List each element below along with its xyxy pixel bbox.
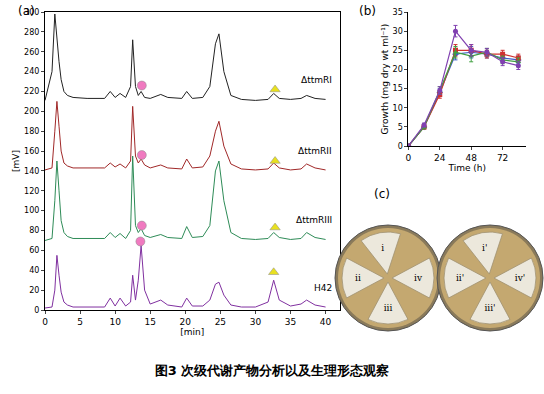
svg-text:iv': iv' (515, 273, 525, 283)
svg-text:80: 80 (29, 226, 39, 235)
svg-text:140: 140 (24, 167, 39, 176)
svg-text:0: 0 (405, 153, 411, 163)
svg-text:10: 10 (109, 317, 121, 327)
svg-text:280: 280 (24, 28, 39, 37)
svg-text:40: 40 (320, 317, 332, 327)
svg-text:120: 120 (24, 187, 39, 196)
svg-text:25: 25 (215, 317, 226, 327)
svg-text:(a): (a) (18, 4, 35, 18)
svg-text:(c): (c) (374, 187, 390, 201)
svg-text:iii': iii' (484, 303, 495, 313)
svg-text:260: 260 (24, 48, 39, 57)
svg-text:(b): (b) (359, 4, 376, 18)
svg-text:72: 72 (497, 153, 508, 163)
svg-text:iii: iii (384, 303, 393, 313)
svg-text:25: 25 (393, 46, 403, 55)
svg-text:10: 10 (393, 104, 403, 113)
svg-text:H42: H42 (314, 283, 332, 293)
svg-text:Time (h): Time (h) (447, 163, 486, 173)
svg-text:160: 160 (24, 147, 39, 156)
svg-text:15: 15 (393, 84, 403, 93)
svg-text:220: 220 (24, 87, 39, 96)
svg-text:24: 24 (434, 153, 446, 163)
svg-text:30: 30 (393, 27, 403, 36)
svg-text:iv: iv (414, 273, 423, 283)
svg-text:40: 40 (29, 266, 39, 275)
svg-text:ΔttmRIII: ΔttmRIII (296, 215, 332, 225)
html-text:图3 次级代谢产物分析以及生理形态观察: 图3 次级代谢产物分析以及生理形态观察 (154, 363, 390, 378)
svg-text:180: 180 (24, 127, 39, 136)
svg-text:200: 200 (24, 107, 39, 116)
svg-text:Growth (mg dry wt ml⁻¹): Growth (mg dry wt ml⁻¹) (380, 24, 390, 135)
svg-text:60: 60 (29, 246, 39, 255)
svg-text:[mV]: [mV] (11, 150, 21, 172)
svg-text:240: 240 (24, 67, 39, 76)
svg-text:0: 0 (34, 306, 39, 315)
svg-text:15: 15 (144, 317, 155, 327)
svg-text:20: 20 (180, 317, 192, 327)
svg-text:ii': ii' (456, 273, 464, 283)
svg-text:i: i (381, 243, 384, 253)
svg-text:[min]: [min] (180, 327, 204, 337)
svg-text:0: 0 (42, 317, 48, 327)
svg-text:35: 35 (393, 8, 403, 17)
svg-text:20: 20 (393, 65, 403, 74)
svg-text:35: 35 (285, 317, 296, 327)
svg-text:ΔttmRI: ΔttmRI (301, 75, 332, 85)
svg-text:300: 300 (24, 8, 39, 17)
svg-text:20: 20 (29, 286, 39, 295)
svg-text:ΔttmRII: ΔttmRII (298, 146, 332, 156)
svg-text:5: 5 (77, 317, 83, 327)
svg-text:100: 100 (24, 206, 39, 215)
svg-text:5: 5 (398, 123, 403, 132)
svg-text:48: 48 (465, 153, 477, 163)
svg-text:i': i' (482, 243, 487, 253)
svg-text:0: 0 (398, 142, 403, 151)
svg-text:30: 30 (250, 317, 262, 327)
svg-text:ii: ii (355, 273, 361, 283)
